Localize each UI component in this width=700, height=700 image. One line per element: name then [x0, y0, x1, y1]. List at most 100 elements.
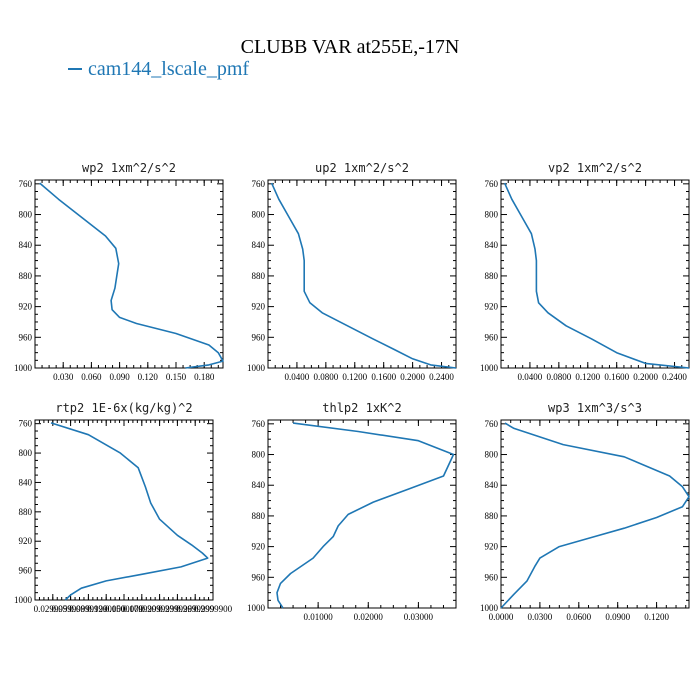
y-tick-label-1-3: 880: [252, 271, 266, 281]
plot-frame-4: [267, 419, 457, 609]
panel-title-2: vp2 1xm^2/s^2: [548, 161, 642, 175]
x-tick-label-3-6: 0.2099999: [140, 604, 179, 614]
y-tick-label-1-6: 1000: [247, 363, 266, 373]
x-tick-label-2-3: 0.1600: [604, 372, 629, 382]
chart-panel-5: wp3 1xm^3/s^3 760 800 840 880 920 960 10000.000…: [480, 401, 690, 622]
y-tick-label-3-1: 800: [19, 448, 33, 458]
x-tick-label-4-0: 0.01000: [304, 612, 334, 622]
chart-panel-4: thlp2 1xK^2 760 800 840 880 920 960 1000 0.01000…: [247, 401, 457, 622]
x-tick-label-3-9: 0.2999900: [194, 604, 233, 614]
x-tick-label-2-0: 0.0400: [518, 372, 543, 382]
y-tick-label-3-0: 760: [19, 419, 33, 429]
plot-frame-5: [500, 419, 690, 609]
x-tick-label-0-5: 0.180: [194, 372, 215, 382]
x-tick-label-5-0: 0.0000: [489, 612, 514, 622]
x-tick-label-1-3: 0.1600: [371, 372, 396, 382]
panel-title-3: rtp2 1E-6x(kg/kg)^2: [55, 401, 192, 415]
y-tick-label-3-4: 920: [19, 536, 33, 546]
x-tick-label-0-2: 0.090: [109, 372, 130, 382]
y-tick-label-0-1: 800: [19, 210, 33, 220]
y-tick-label-4-3: 880: [252, 511, 266, 521]
panel-title-5: wp3 1xm^3/s^3: [548, 401, 642, 415]
x-tick-label-3-7: 0.2399999: [158, 604, 197, 614]
y-tick-label-4-5: 960: [252, 572, 266, 582]
y-tick-label-5-4: 920: [485, 542, 499, 552]
x-tick-label-1-0: 0.0400: [285, 372, 310, 382]
y-tick-label-1-4: 920: [252, 302, 266, 312]
chart-panel-2: vp2 1xm^2/s^2 760 800 840 880 920 960 1000 0.040…: [480, 161, 690, 382]
x-tick-label-5-2: 0.0600: [566, 612, 591, 622]
x-tick-label-4-1: 0.02000: [354, 612, 384, 622]
legend-swatch: [68, 68, 82, 70]
y-tick-label-2-2: 840: [485, 240, 499, 250]
y-tick-label-5-3: 880: [485, 511, 499, 521]
y-tick-label-4-6: 1000: [247, 603, 266, 613]
chart-panel-1: up2 1xm^2/s^2 760 800 840 880 920 960 1000 0.040…: [247, 161, 457, 382]
y-tick-label-1-0: 760: [252, 179, 266, 189]
y-tick-label-4-4: 920: [252, 542, 266, 552]
y-tick-label-2-6: 1000: [480, 363, 499, 373]
x-tick-label-2-5: 0.2400: [662, 372, 687, 382]
x-tick-label-0-0: 0.030: [53, 372, 74, 382]
x-tick-label-1-4: 0.2000: [400, 372, 425, 382]
x-tick-label-0-4: 0.150: [166, 372, 187, 382]
x-tick-label-1-2: 0.1200: [342, 372, 367, 382]
series-line-4-0: [276, 422, 455, 609]
y-tick-label-1-2: 840: [252, 240, 266, 250]
legend: cam144_lscale_pmf: [68, 58, 249, 80]
y-tick-label-1-1: 800: [252, 210, 266, 220]
y-tick-label-0-2: 840: [19, 240, 33, 250]
panel-title-0: wp2 1xm^2/s^2: [82, 161, 176, 175]
series-line-0-0: [39, 182, 224, 369]
series-line-5-0: [500, 422, 690, 609]
y-tick-label-3-6: 1000: [14, 595, 33, 605]
y-tick-label-5-6: 1000: [480, 603, 499, 613]
y-tick-label-0-5: 960: [19, 332, 33, 342]
y-tick-label-3-5: 960: [19, 566, 33, 576]
x-tick-label-5-1: 0.0300: [528, 612, 553, 622]
plot-frame-2: [500, 179, 690, 369]
series-line-3-0: [50, 422, 209, 601]
y-tick-label-5-5: 960: [485, 572, 499, 582]
plot-frame-1: [267, 179, 457, 369]
y-tick-label-3-2: 840: [19, 477, 33, 487]
x-tick-label-2-2: 0.1200: [575, 372, 600, 382]
legend-label: cam144_lscale_pmf: [88, 57, 250, 80]
x-tick-label-0-1: 0.060: [81, 372, 102, 382]
page-title: CLUBB VAR at255E,-17N: [240, 36, 460, 58]
y-tick-label-0-0: 760: [19, 179, 33, 189]
y-tick-label-3-3: 880: [19, 507, 33, 517]
y-tick-label-4-2: 840: [252, 480, 266, 490]
y-tick-label-2-4: 920: [485, 302, 499, 312]
y-tick-label-4-0: 760: [252, 419, 266, 429]
x-tick-label-3-0: 0.0299999: [34, 604, 73, 614]
plot-frame-3: [34, 419, 214, 601]
x-tick-label-3-8: 0.2699999: [176, 604, 215, 614]
plot-frame-0: [34, 179, 224, 369]
x-tick-label-3-3: 0.1200000: [87, 604, 126, 614]
x-tick-label-3-2: 0.0899999: [69, 604, 108, 614]
y-tick-label-0-6: 1000: [14, 363, 33, 373]
y-tick-label-2-3: 880: [485, 271, 499, 281]
panel-title-4: thlp2 1xK^2: [322, 401, 401, 415]
x-tick-label-5-3: 0.0900: [605, 612, 630, 622]
y-tick-label-2-5: 960: [485, 332, 499, 342]
y-tick-label-4-1: 800: [252, 450, 266, 460]
y-tick-label-5-0: 760: [485, 419, 499, 429]
x-tick-label-2-1: 0.0800: [546, 372, 571, 382]
y-tick-label-0-3: 880: [19, 271, 33, 281]
panel-title-1: up2 1xm^2/s^2: [315, 161, 409, 175]
x-tick-label-3-5: 0.1799999: [123, 604, 162, 614]
x-tick-label-3-1: 0.0599999: [51, 604, 90, 614]
x-tick-label-0-3: 0.120: [138, 372, 159, 382]
x-tick-label-1-1: 0.0800: [313, 372, 338, 382]
chart-panel-0: wp2 1xm^2/s^2 760 800 840 880 920 960 1000 0.030…: [14, 161, 224, 382]
x-tick-label-2-4: 0.2000: [633, 372, 658, 382]
y-tick-label-1-5: 960: [252, 332, 266, 342]
series-line-1-0: [270, 182, 457, 369]
y-tick-label-5-1: 800: [485, 450, 499, 460]
x-tick-label-3-4: 0.1500000: [105, 604, 144, 614]
x-tick-label-4-2: 0.03000: [404, 612, 434, 622]
series-line-2-0: [503, 182, 690, 369]
